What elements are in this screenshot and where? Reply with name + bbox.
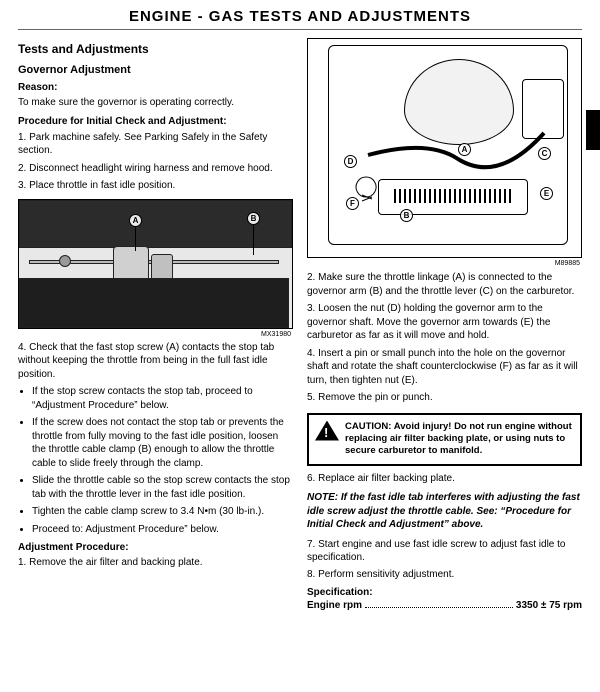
- step-7: 7. Start engine and use fast idle screw …: [307, 538, 582, 565]
- step: 3. Loosen the nut (D) holding the govern…: [307, 302, 582, 343]
- note-text: NOTE: If the fast idle tab interferes wi…: [307, 491, 582, 532]
- bullet: Proceed to: Adjustment Procedure” below.: [32, 523, 293, 537]
- step: 3. Place throttle in fast idle position.: [18, 179, 293, 193]
- callout-e2: E: [540, 187, 553, 200]
- initial-steps: 1. Park machine safely. See Parking Safe…: [18, 131, 293, 193]
- page-header: ENGINE - GAS TESTS AND ADJUSTMENTS: [0, 0, 600, 29]
- step: 4. Insert a pin or small punch into the …: [307, 347, 582, 388]
- callout-c2: C: [538, 147, 551, 160]
- reason-text: To make sure the governor is operating c…: [18, 96, 293, 110]
- reason-label: Reason:: [18, 82, 293, 93]
- left-column: Tests and Adjustments Governor Adjustmen…: [18, 38, 293, 613]
- callout-f2: F: [346, 197, 359, 210]
- callout-a: A: [129, 214, 142, 227]
- right-column: A B C D E F M89885 2. Make sure the thro…: [307, 38, 582, 613]
- topic-title: Governor Adjustment: [18, 64, 293, 76]
- figure-1-id: MX31980: [18, 331, 293, 338]
- caution-text: CAUTION: Avoid injury! Do not run engine…: [345, 421, 572, 457]
- bullet: If the screw does not contact the stop t…: [32, 416, 293, 470]
- adj-step-1: 1. Remove the air filter and backing pla…: [18, 556, 293, 570]
- bullet: Tighten the cable clamp screw to 3.4 N•m…: [32, 505, 293, 519]
- callout-b: B: [247, 212, 260, 225]
- spec-dots: [365, 607, 513, 608]
- figure-2-id: M89885: [307, 260, 582, 267]
- step: 2. Disconnect headlight wiring harness a…: [18, 162, 293, 176]
- section-title: Tests and Adjustments: [18, 42, 293, 56]
- caution-box: CAUTION: Avoid injury! Do not run engine…: [307, 413, 582, 466]
- step: 1. Park machine safely. See Parking Safe…: [18, 131, 293, 158]
- step-4: 4. Check that the fast stop screw (A) co…: [18, 341, 293, 382]
- step: 5. Remove the pin or punch.: [307, 391, 582, 405]
- adj-proc-label: Adjustment Procedure:: [18, 542, 293, 553]
- spec-value: 3350 ± 75 rpm: [516, 600, 582, 611]
- proc-initial-label: Procedure for Initial Check and Adjustme…: [18, 116, 293, 127]
- spec-item: Engine rpm: [307, 600, 362, 611]
- step-4-bullets: If the stop screw contacts the stop tab,…: [18, 385, 293, 536]
- bullet: If the stop screw contacts the stop tab,…: [32, 385, 293, 412]
- warning-icon: [315, 421, 339, 441]
- right-steps: 2. Make sure the throttle linkage (A) is…: [307, 271, 582, 405]
- step-6: 6. Replace air filter backing plate.: [307, 472, 582, 486]
- spec-line: Engine rpm 3350 ± 75 rpm: [307, 600, 582, 611]
- page-tab: [586, 110, 600, 150]
- figure-2: A B C D E F: [307, 38, 582, 258]
- callout-a2: A: [458, 143, 471, 156]
- content-columns: Tests and Adjustments Governor Adjustmen…: [0, 30, 600, 613]
- callout-d2: D: [344, 155, 357, 168]
- bullet: Slide the throttle cable so the stop scr…: [32, 474, 293, 501]
- figure-1: A B: [18, 199, 293, 329]
- spec-label: Specification:: [307, 587, 582, 598]
- callout-b2: B: [400, 209, 413, 222]
- step: 2. Make sure the throttle linkage (A) is…: [307, 271, 582, 298]
- step-8: 8. Perform sensitivity adjustment.: [307, 568, 582, 582]
